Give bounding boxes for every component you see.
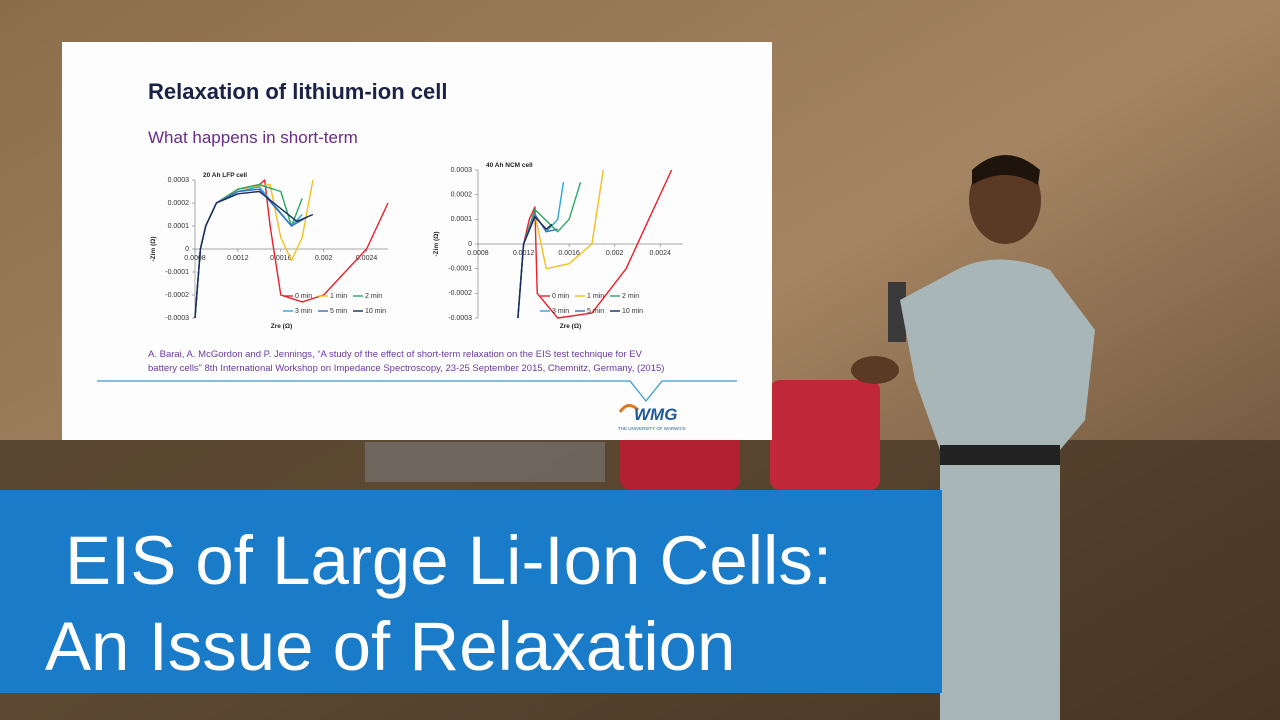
legend-label: 2 min bbox=[622, 293, 639, 300]
y-tick-label: 0.0003 bbox=[168, 177, 190, 184]
legend-label: 2 min bbox=[365, 293, 382, 300]
y-tick-label: -0.0002 bbox=[448, 290, 472, 297]
x-axis-label: Zre (Ω) bbox=[271, 323, 292, 330]
y-tick-label: -0.0001 bbox=[448, 266, 472, 273]
series-line bbox=[517, 169, 673, 319]
citation: A. Barai, A. McGordon and P. Jennings, “… bbox=[148, 349, 643, 360]
chair bbox=[620, 430, 740, 490]
series-line bbox=[194, 190, 314, 319]
presenter bbox=[851, 155, 1095, 720]
slide bbox=[62, 42, 772, 440]
banner-title: EIS of Large Li-Ion Cells: bbox=[65, 522, 832, 599]
x-tick-label: 0.0008 bbox=[467, 250, 489, 257]
legend-label: 5 min bbox=[330, 308, 347, 315]
y-tick-label: 0.0001 bbox=[451, 216, 473, 223]
legend-label: 3 min bbox=[295, 308, 312, 315]
legend-label: 0 min bbox=[295, 293, 312, 300]
slide-title: Relaxation of lithium-ion cell bbox=[148, 79, 447, 104]
series-line bbox=[517, 216, 553, 319]
x-tick-label: 0.0024 bbox=[650, 250, 672, 257]
x-axis-label: Zre (Ω) bbox=[560, 323, 581, 330]
desk bbox=[365, 442, 605, 482]
logo-mark bbox=[618, 404, 640, 413]
y-tick-label: 0.0001 bbox=[168, 223, 190, 230]
y-tick-label: -0.0003 bbox=[448, 315, 472, 322]
slide-subtitle: What happens in short-term bbox=[148, 128, 358, 147]
y-tick-label: 0 bbox=[468, 241, 472, 248]
legend-label: 10 min bbox=[622, 308, 643, 315]
y-tick-label: 0.0002 bbox=[451, 192, 473, 199]
legend-label: 3 min bbox=[552, 308, 569, 315]
switch bbox=[888, 282, 906, 342]
y-tick-label: 0 bbox=[185, 246, 189, 253]
legend-label: 1 min bbox=[330, 293, 347, 300]
legend-label: 10 min bbox=[365, 308, 386, 315]
citation: battery cells” 8th International Worksho… bbox=[148, 363, 664, 374]
slide-rule bbox=[97, 380, 737, 403]
legend-label: 5 min bbox=[587, 308, 604, 315]
banner bbox=[0, 490, 942, 693]
y-tick-label: 0.0003 bbox=[451, 167, 473, 174]
legend-label: 0 min bbox=[552, 293, 569, 300]
y-tick-label: 0.0002 bbox=[168, 200, 190, 207]
y-tick-label: -0.0001 bbox=[165, 269, 189, 276]
x-tick-label: 0.0016 bbox=[558, 250, 580, 257]
logo: WMG bbox=[634, 405, 677, 424]
y-axis-label: -Zim (Ω) bbox=[150, 236, 157, 261]
y-axis-label: -Zim (Ω) bbox=[433, 231, 440, 256]
chart-title: 40 Ah NCM cell bbox=[486, 162, 533, 169]
chart-title: 20 Ah LFP cell bbox=[203, 172, 247, 179]
x-tick-label: 0.002 bbox=[606, 250, 624, 257]
x-tick-label: 0.0008 bbox=[184, 255, 206, 262]
x-tick-label: 0.0012 bbox=[513, 250, 535, 257]
y-tick-label: -0.0003 bbox=[165, 315, 189, 322]
x-tick-label: 0.002 bbox=[315, 255, 333, 262]
legend-label: 1 min bbox=[587, 293, 604, 300]
logo-subtitle: THE UNIVERSITY OF WARWICK bbox=[618, 426, 686, 431]
banner-title: An Issue of Relaxation bbox=[45, 608, 735, 685]
y-tick-label: -0.0002 bbox=[165, 292, 189, 299]
x-tick-label: 0.0024 bbox=[356, 255, 378, 262]
x-tick-label: 0.0016 bbox=[270, 255, 292, 262]
chair bbox=[770, 380, 880, 490]
x-tick-label: 0.0012 bbox=[227, 255, 249, 262]
